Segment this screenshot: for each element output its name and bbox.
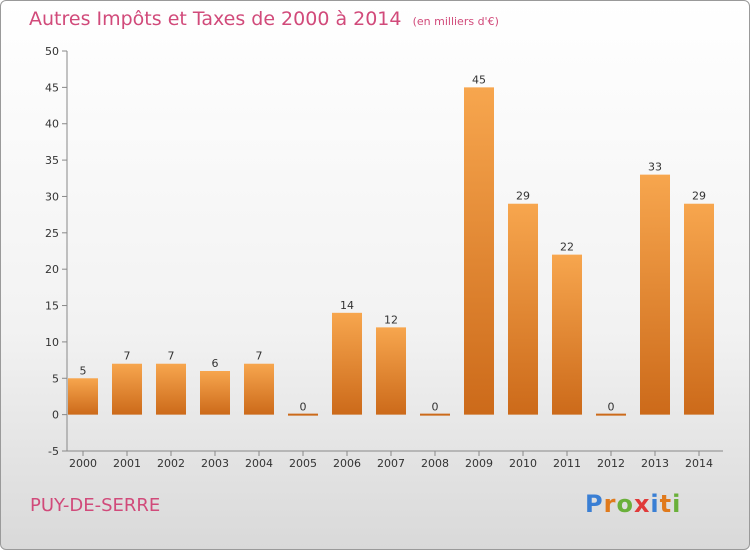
data-label: 45 [472,73,486,86]
proxiti-logo: Proxiti [585,490,681,518]
chart-subtitle: (en milliers d'€) [412,15,499,28]
data-label: 7 [256,350,263,363]
y-tick-label: 45 [45,81,59,94]
logo-letter: i [650,490,660,518]
bar [464,87,494,415]
x-tick-label: 2010 [509,457,537,470]
bar [376,327,406,415]
x-tick-label: 2009 [465,457,493,470]
data-label: 7 [124,350,131,363]
x-tick-label: 2003 [201,457,229,470]
bar [596,413,626,416]
y-tick-label: 25 [45,227,59,240]
data-label: 12 [384,313,398,326]
bar [156,363,186,415]
data-label: 0 [300,401,307,414]
bar [332,312,362,415]
x-tick-label: 2004 [245,457,273,470]
data-label: 6 [212,357,219,370]
y-tick-label: 20 [45,263,59,276]
data-label: 22 [560,241,574,254]
x-tick-label: 2001 [113,457,141,470]
x-tick-label: 2012 [597,457,625,470]
x-tick-label: 2007 [377,457,405,470]
bar [200,371,230,415]
data-label: 7 [168,350,175,363]
bar [684,203,714,415]
x-tick-label: 2006 [333,457,361,470]
bar [288,413,318,416]
data-label: 33 [648,161,662,174]
x-tick-label: 2014 [685,457,713,470]
logo-letter: i [672,490,682,518]
bar [420,413,450,416]
x-tick-label: 2005 [289,457,317,470]
y-tick-label: 15 [45,300,59,313]
data-label: 29 [516,190,530,203]
bar [508,203,538,415]
data-label: 29 [692,190,706,203]
y-tick-label: 5 [52,372,59,385]
logo-letter: t [659,490,673,518]
data-label: 14 [340,299,354,312]
y-tick-label: -5 [48,445,59,458]
x-tick-label: 2002 [157,457,185,470]
x-tick-label: 2013 [641,457,669,470]
bar [244,363,274,415]
y-tick-label: 30 [45,190,59,203]
logo-letter: o [616,490,634,518]
chart-title-text: Autres Impôts et Taxes de 2000 à 2014 [29,8,402,30]
bar [552,254,582,415]
y-tick-label: 35 [45,154,59,167]
data-label: 0 [432,401,439,414]
bar [640,174,670,415]
chart-title: Autres Impôts et Taxes de 2000 à 2014 (e… [29,8,499,30]
data-label: 0 [608,401,615,414]
y-tick-label: 40 [45,118,59,131]
bar [68,378,98,415]
y-tick-label: 50 [45,45,59,58]
data-label: 5 [80,364,87,377]
y-tick-label: 0 [52,409,59,422]
x-tick-label: 2008 [421,457,449,470]
y-tick-label: 10 [45,336,59,349]
x-tick-label: 2011 [553,457,581,470]
logo-letter: P [585,490,604,518]
place-name: PUY-DE-SERRE [30,495,161,516]
bar [112,363,142,415]
logo-letter: x [633,490,651,518]
x-tick-label: 2000 [69,457,97,470]
logo-letter: r [603,490,617,518]
